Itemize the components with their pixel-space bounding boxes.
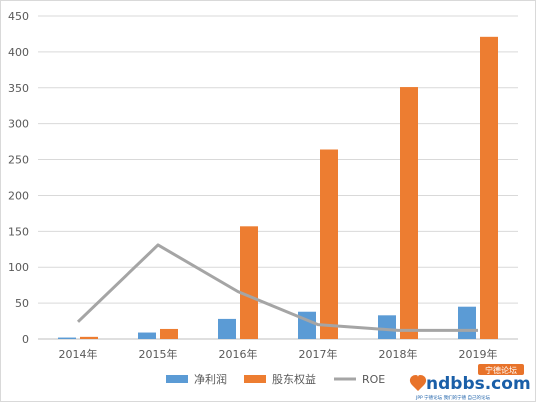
y-tick-label: 250: [8, 154, 29, 167]
x-tick-label: 2018年: [379, 347, 418, 361]
legend-label: ROE: [362, 373, 385, 386]
x-axis-ticks: 2014年 2015年 2016年 2017年 2018年 2019年: [59, 347, 498, 361]
y-tick-label: 150: [8, 225, 29, 238]
y-tick-label: 450: [8, 10, 29, 23]
bar-净利润: [138, 332, 156, 339]
y-tick-label: 200: [8, 189, 29, 202]
bar-股东权益: [320, 149, 338, 339]
x-tick-label: 2014年: [59, 347, 98, 361]
bar-净利润: [378, 315, 396, 339]
y-tick-label: 0: [22, 333, 29, 346]
x-tick-label: 2016年: [219, 347, 258, 361]
x-tick-label: 2019年: [459, 347, 498, 361]
bars: [58, 36, 498, 340]
y-tick-label: 50: [15, 297, 29, 310]
x-tick-label: 2015年: [139, 347, 178, 361]
y-tick-label: 400: [8, 46, 29, 59]
y-tick-label: 100: [8, 261, 29, 274]
watermark-badge-text: 宁德论坛: [485, 365, 517, 375]
bar-股东权益: [160, 328, 178, 339]
roe-line-layer: [76, 243, 478, 332]
watermark-tagline: JPP 宁德论坛 我们的宁德 自己的论坛: [415, 394, 491, 401]
legend-label: 净利润: [194, 372, 227, 386]
bar-净利润: [458, 306, 476, 339]
heart-icon: [409, 375, 427, 391]
watermark-logo-text: ndbbs.com: [426, 374, 531, 394]
roe-line: [76, 243, 478, 332]
bar-股东权益: [480, 36, 498, 340]
bar-股东权益: [400, 87, 418, 339]
gridlines: [38, 15, 518, 340]
y-tick-label: 300: [8, 118, 29, 131]
watermark-logo: 宁德论坛 ndbbs.com JPP 宁德论坛 我们的宁德 自己的论坛: [409, 364, 531, 401]
bar-股东权益: [80, 336, 98, 339]
bar-股东权益: [240, 226, 258, 339]
bar-净利润: [218, 318, 236, 339]
bar-净利润: [298, 311, 316, 339]
y-axis-ticks: 0 50 100 150 200 250 300 350 400 450: [8, 10, 29, 346]
x-tick-label: 2017年: [299, 347, 338, 361]
legend-swatch: [166, 375, 188, 383]
legend-swatch: [244, 375, 266, 383]
legend-label: 股东权益: [272, 372, 316, 386]
y-tick-label: 350: [8, 82, 29, 95]
legend: 净利润 股东权益 ROE: [166, 372, 385, 386]
watermark-badge: [478, 364, 524, 375]
bar-净利润: [58, 337, 76, 339]
